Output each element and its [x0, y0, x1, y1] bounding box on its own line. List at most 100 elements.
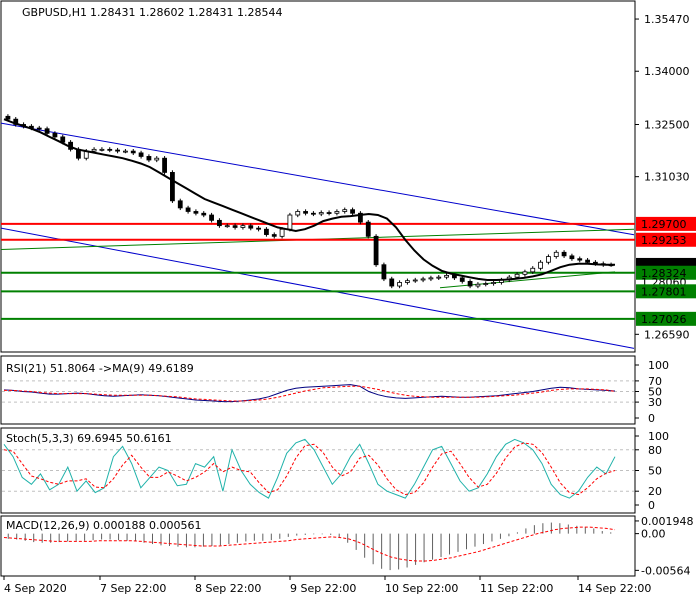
stoch-layer [2, 438, 634, 499]
candle-body [224, 225, 230, 228]
time-label-5: 11 Sep 22:00 [480, 582, 553, 595]
candle-body [146, 156, 152, 161]
price-tick-label-2: 1.32500 [644, 118, 690, 131]
candle-body [459, 277, 465, 282]
level-label-5: 1.27801 [641, 285, 687, 298]
stoch-layer-tick-label-1: 80 [648, 444, 662, 457]
level-tag-0 [636, 216, 696, 231]
candle-body [483, 283, 489, 285]
level-tag-6 [636, 311, 696, 326]
candle-body [436, 276, 442, 279]
stoch-label: Stoch(5,3,3) 69.6945 50.6161 [6, 432, 172, 445]
stoch-layer-signal-line [3, 442, 616, 496]
price-tick-label-3: 1.31030 [644, 171, 690, 184]
candle-body [585, 259, 590, 263]
candle-body [130, 150, 136, 154]
stoch-layer-tick-label-4: 0 [648, 499, 655, 512]
candle-body [365, 221, 371, 237]
rsi-pane[interactable] [0, 355, 636, 425]
candle-body [561, 251, 567, 257]
candle-body [553, 251, 559, 257]
channel-lower-line [0, 227, 635, 349]
level-tag-5 [636, 284, 696, 299]
candle-body [295, 211, 301, 216]
candle-body [217, 219, 222, 227]
price-tick-label-4: 1.26590 [644, 328, 690, 341]
stoch-layer-tick-label-3: 20 [648, 485, 662, 498]
candle-body [107, 148, 113, 151]
level-tag-3 [636, 265, 696, 280]
price-layer [0, 114, 635, 349]
candle-body [193, 211, 199, 214]
candle-body [209, 214, 214, 221]
candle-body [240, 225, 246, 228]
candle-body [358, 212, 363, 223]
candle-body [350, 209, 355, 214]
candle-body [44, 128, 50, 134]
candle-body [201, 212, 207, 216]
candle-body [514, 273, 520, 278]
price-pane[interactable] [0, 0, 636, 353]
candle-body [115, 149, 120, 152]
candle-body [452, 274, 457, 279]
candle-body [420, 278, 426, 281]
axis-layer: 1.297001.292531.285441.283241.280601.278… [3, 13, 696, 595]
rsi-layer-tick-label-4: 0 [648, 412, 655, 425]
level-label-6: 1.27026 [641, 313, 687, 326]
time-label-3: 9 Sep 22:00 [290, 582, 356, 595]
macd-layer [3, 522, 616, 571]
candle-body [154, 157, 160, 161]
time-label-6: 14 Sep 22:00 [578, 582, 651, 595]
candle-body [546, 256, 551, 263]
candle-body [318, 212, 324, 215]
candle-body [162, 157, 167, 173]
candle-body [91, 148, 97, 152]
candle-body [530, 267, 536, 273]
candle-body [491, 282, 496, 284]
ohlc-label: 1.28431 1.28602 1.28431 1.28544 [90, 6, 282, 19]
candle-body [412, 279, 418, 282]
rsi-label: RSI(21) 51.8064 ->MA(9) 49.6189 [6, 362, 194, 375]
candle-body [248, 225, 254, 229]
candle-body [5, 115, 11, 120]
candle-body [123, 150, 128, 153]
candle-body [264, 228, 269, 235]
rsi-layer-ma-line [4, 385, 616, 402]
candle-body [577, 258, 583, 261]
rsi-layer-rsi-line [3, 384, 616, 403]
macd-pane[interactable] [0, 515, 636, 577]
rsi-layer-tick-label-3: 30 [648, 396, 662, 409]
symbol-label: GBPUSD,H1 [22, 6, 87, 19]
candle-body [279, 228, 285, 237]
candle-body [538, 261, 543, 269]
candle-body [569, 255, 575, 260]
candle-body [311, 212, 316, 215]
time-label-2: 8 Sep 22:00 [195, 582, 261, 595]
candle-body [271, 234, 277, 237]
stoch-layer-tick-label-0: 100 [648, 430, 669, 443]
macd-tick-label-2: -0.00564 [641, 564, 690, 577]
candle-body [138, 152, 144, 157]
rsi-layer-tick-label-2: 50 [648, 386, 662, 399]
candle-body [303, 211, 308, 214]
candle-body [444, 274, 449, 278]
price-tick-label-1: 1.34000 [644, 65, 690, 78]
level-label-1: 1.29253 [641, 234, 687, 247]
candle-body [256, 227, 261, 230]
candle-body [36, 127, 42, 130]
price-tick-label-0: 1.35470 [644, 13, 690, 26]
candle-body [326, 212, 332, 214]
level-tag-1 [636, 232, 696, 247]
candle-body [428, 277, 434, 280]
candle-body [185, 207, 191, 212]
candle-body [373, 235, 379, 266]
candle-body [52, 132, 58, 138]
candle-body [381, 264, 387, 280]
macd-tick-label-1: 0.00 [641, 528, 666, 541]
candle-body [342, 209, 348, 212]
candle-body [522, 271, 528, 275]
candle-body [287, 214, 293, 230]
candle-body [99, 148, 105, 151]
macd-signal-line [3, 526, 616, 562]
